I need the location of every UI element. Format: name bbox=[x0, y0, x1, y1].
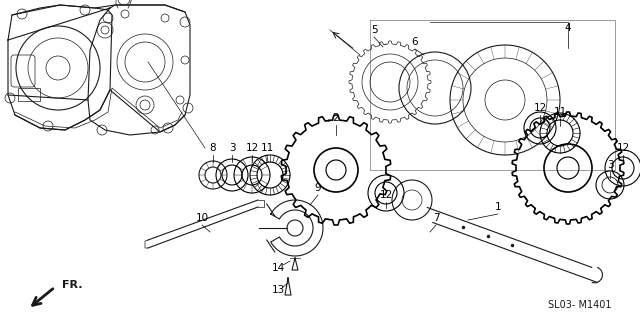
Text: 13: 13 bbox=[271, 285, 285, 295]
Bar bbox=[18, 88, 40, 101]
Text: 4: 4 bbox=[564, 23, 572, 33]
Text: 14: 14 bbox=[271, 263, 285, 273]
Text: 12: 12 bbox=[380, 190, 392, 200]
Text: FR.: FR. bbox=[62, 280, 83, 290]
Text: 7: 7 bbox=[433, 213, 439, 223]
Text: 10: 10 bbox=[195, 213, 209, 223]
Text: 2: 2 bbox=[333, 113, 339, 123]
Text: SL03- M1401: SL03- M1401 bbox=[548, 300, 612, 310]
Text: 5: 5 bbox=[371, 25, 378, 35]
Text: 8: 8 bbox=[210, 143, 216, 153]
Text: 9: 9 bbox=[315, 183, 321, 193]
Text: 1: 1 bbox=[495, 202, 501, 212]
Text: 3: 3 bbox=[228, 143, 236, 153]
Text: 11: 11 bbox=[554, 107, 566, 117]
Text: 6: 6 bbox=[412, 37, 419, 47]
Text: 12: 12 bbox=[533, 103, 547, 113]
Text: 3: 3 bbox=[607, 160, 613, 170]
Text: 12: 12 bbox=[616, 143, 630, 153]
Text: 12: 12 bbox=[245, 143, 259, 153]
Text: 11: 11 bbox=[260, 143, 274, 153]
